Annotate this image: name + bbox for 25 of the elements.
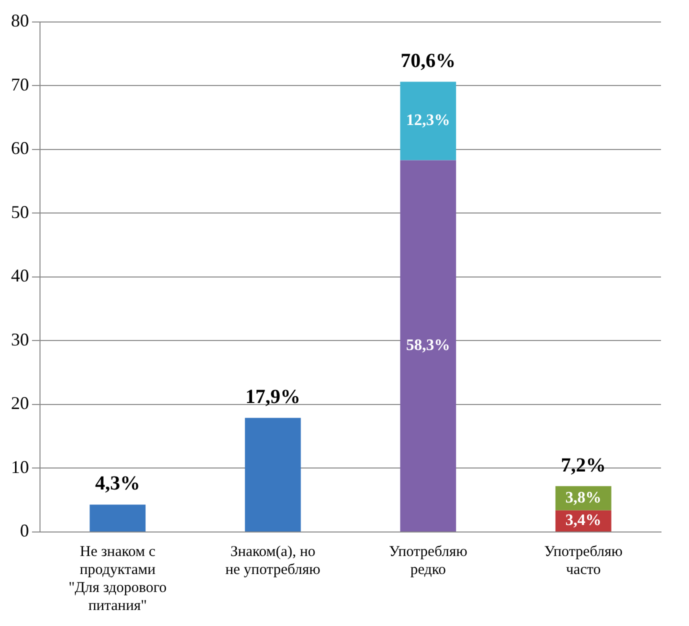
total-label: 4,3% — [95, 472, 140, 495]
data-label: 58,3% — [406, 336, 450, 354]
x-tick-label: Не знаком с продуктами "Для здорового питания" — [68, 544, 167, 614]
y-tick-label: 10 — [11, 456, 29, 477]
y-tick-label: 60 — [11, 138, 29, 158]
y-tick-label: 80 — [11, 10, 29, 31]
bar — [244, 418, 301, 532]
y-tick-label: 20 — [11, 393, 29, 414]
x-tick-label: Употребляю часто — [544, 544, 623, 578]
total-label: 17,9% — [245, 386, 300, 408]
x-tick-label: Знаком(а), но не употребляю — [225, 544, 320, 578]
data-label: 3,8% — [565, 489, 602, 506]
y-tick-label: 40 — [11, 266, 29, 286]
bar — [400, 82, 456, 160]
y-tick-label: 30 — [11, 329, 29, 350]
bar — [400, 160, 456, 532]
y-tick-label: 0 — [20, 520, 29, 541]
data-label: 3,4% — [565, 512, 602, 530]
y-tick-label: 70 — [11, 74, 29, 94]
y-tick-label: 50 — [11, 202, 29, 222]
bar — [90, 504, 146, 532]
total-label: 7,2% — [560, 454, 606, 476]
x-tick-label: Употребляю редко — [388, 544, 468, 578]
total-label: 70,6% — [400, 50, 456, 72]
data-label: 12,3% — [406, 112, 450, 130]
